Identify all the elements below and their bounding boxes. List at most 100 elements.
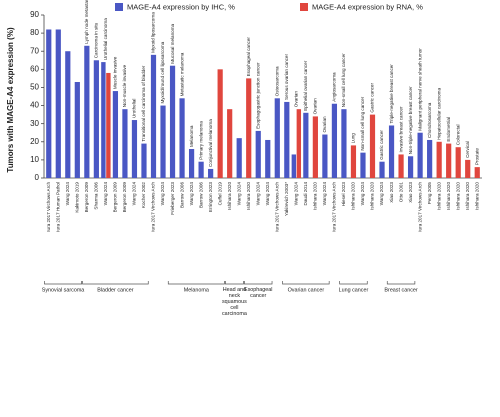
x-tick-label: Ishihara 2020 [313,182,318,210]
y-tick-label: 70 [30,46,39,55]
bar [84,45,90,179]
y-tick-label: 40 [30,101,39,110]
bar [369,114,376,178]
bar-label: Prostate [474,148,479,166]
bar [236,138,242,178]
x-tick-label: Xiao 2023 [389,182,394,203]
x-tick-label: Otte 2001 [398,182,403,203]
x-tick-label: Wang 2024 [189,182,194,206]
bar-label: Angiosarcoma [332,72,337,102]
bar [160,105,166,178]
x-tick-label: Barrow 2006 [179,182,184,208]
y-tick-label: 0 [35,173,40,182]
bar [101,62,106,178]
x-tick-label: Peng 2005 [427,182,432,205]
x-tick-label: Ishihara 2020 [370,182,375,210]
x-tick-label: Wang 2024 [236,182,241,206]
legend-label: MAGE-A4 expression by IHC, % [127,2,235,11]
bar [55,29,61,178]
x-tick-label: Ishihara 2020 [246,182,251,210]
x-tick-label: Iura 2017 Virchows Arch [417,182,422,232]
group-bracket [282,281,330,285]
bar [93,60,99,178]
bar [208,168,214,178]
bar-label: Non-muscle invasive [122,64,127,107]
x-tick-label: Errington 2023 [208,182,213,213]
bar [65,51,71,178]
y-tick-label: 80 [30,28,39,37]
x-tick-label: Kakimoto 2019 [75,182,80,213]
x-tick-label: Iura 2017 Virchows Arch [332,182,337,232]
bar-label: Carcinoma in situ [94,22,99,58]
x-tick-label: Kocher 2002 [141,182,146,208]
bar [169,65,176,178]
x-tick-label: Ishihara 2020 [351,182,356,210]
bar-label: Ovarian [294,91,299,108]
bar [455,147,461,178]
x-tick-label: Wang 2024 [132,182,137,206]
bar-label: Esophagogastric junction cancer [255,62,260,129]
bar-label: Cervical [465,141,470,158]
bar [274,98,280,178]
bar [122,109,128,178]
bar-label: Melanoma [189,125,194,147]
bar [303,112,309,178]
bar [388,125,395,178]
x-tick-label: Hiesel 2023 [341,182,346,207]
bar-label: Urothelial [132,99,137,118]
bar-label: Primary melanoma [198,121,203,160]
group-label: Breast cancer [384,287,417,293]
x-tick-label: Wang 2024 [294,182,299,206]
bar [331,103,338,178]
x-tick-label: Iura 2017 Virchows Arch [275,182,280,232]
x-tick-label: Bergeron 2009 [84,182,89,213]
group-bracket [225,281,244,285]
bar [398,154,404,178]
group-label: Ovarian cancer [288,287,325,293]
bar [427,139,433,178]
bar-label: Endometrial [446,117,451,142]
group-label: Lung cancer [339,287,369,293]
y-tick-label: 20 [30,137,39,146]
legend-swatch [115,3,123,11]
y-tick-label: 10 [30,155,39,164]
bar-label: Invasive breast cancer [398,106,403,152]
x-tick-label: Ishihara 2020 [455,182,460,210]
x-tick-label: Iura 2017 Virchows Arch [46,182,51,232]
group-bracket [82,281,149,285]
bar [417,132,423,178]
bar [465,159,471,178]
bar [265,139,271,178]
x-tick-label: Wang 2024 [379,182,384,206]
bar-label: Conjunctival melanoma [208,119,213,167]
bar-label: Triple-negative breast cancer [389,64,394,124]
group-label: Bladder cancer [97,287,133,293]
bar [312,116,318,178]
y-tick-label: 30 [30,119,39,128]
bar-label: Myxoid/round cell liposarcoma [160,41,165,103]
bar [217,69,223,178]
y-tick-label: 90 [30,10,39,19]
bar-label: Osteosarcoma [275,66,280,96]
legend-label: MAGE-A4 expression by RNA, % [312,2,423,11]
x-tick-label: Wang 2024 [255,182,260,206]
bar-label: Chondrosarcoma [427,102,432,138]
bar-label: Colorectal [455,125,460,146]
x-tick-label: Wang 2024 [322,182,327,206]
bar-label: Non-small cell lung cancer [360,96,365,150]
x-tick-label: Xiao 2023 [408,182,413,203]
bar [407,156,414,178]
x-tick-label: Ishihara 2020 [474,182,479,210]
bar [255,130,261,178]
bar [46,29,52,178]
x-tick-label: Ishihara 2020 [465,182,470,210]
bar [360,152,366,178]
x-tick-label: Wang 2024 [65,182,70,206]
bar-label: Mucosal melanoma [170,23,175,63]
bar-label: Epithelial ovarian cancer [303,60,308,111]
bar [296,109,302,178]
x-tick-label: Daudi 2014 [303,182,308,206]
x-tick-label: Ishihara 2020 [446,182,451,210]
legend-swatch [300,3,308,11]
